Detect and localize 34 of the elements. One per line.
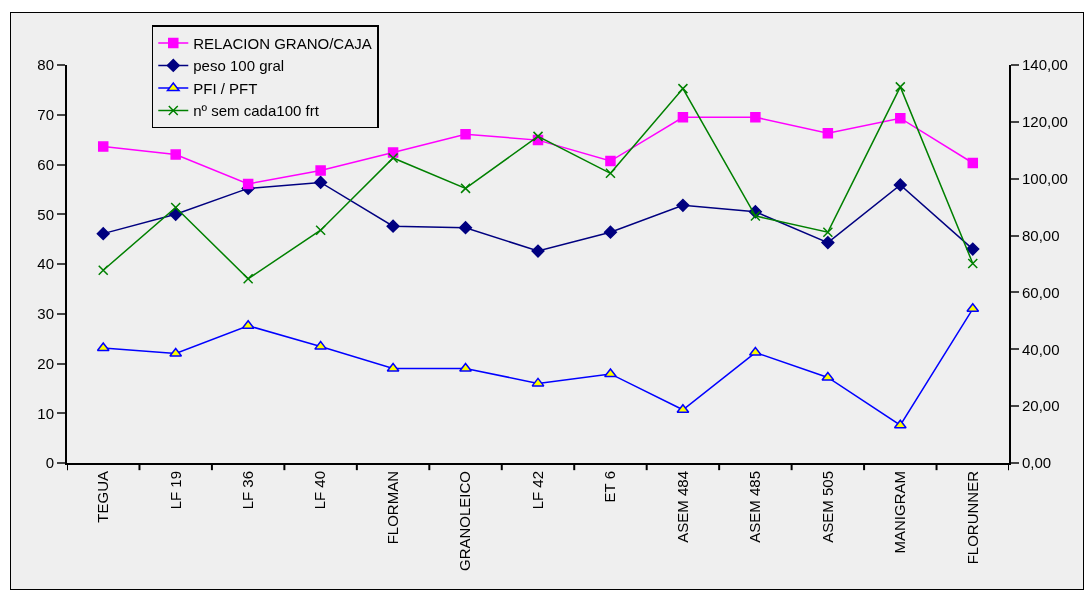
x-tick-label: ET 6 — [601, 471, 619, 503]
x-tick-label: ASEM 485 — [746, 471, 764, 543]
y-tick-label: 20 — [37, 354, 54, 372]
y2-tick-label: 60,00 — [1022, 283, 1060, 301]
y-tick-label: 50 — [37, 205, 54, 223]
legend-label: peso 100 gral — [193, 57, 285, 75]
y-tick-label: 0 — [45, 454, 54, 472]
y-tick-label: 40 — [37, 255, 54, 273]
y2-tick-label: 140,00 — [1022, 56, 1068, 74]
y2-tick-label: 0,00 — [1022, 454, 1052, 472]
x-tick-label: LF 19 — [166, 471, 184, 510]
x-tick-label: LF 36 — [239, 471, 257, 510]
y2-tick-label: 100,00 — [1022, 169, 1068, 187]
x-tick-label: TEGUA — [94, 471, 112, 523]
y-tick-label: 30 — [37, 305, 54, 322]
legend-label: nº sem cada100 frt — [193, 102, 320, 120]
y-tick-label: 60 — [37, 155, 54, 173]
legend-label: PFI / PFT — [193, 79, 258, 97]
y-tick-label: 10 — [37, 404, 54, 422]
x-tick-label: MANIGRAM — [891, 471, 909, 554]
legend-label: RELACION GRANO/CAJA — [193, 34, 372, 52]
y2-tick-label: 120,00 — [1022, 113, 1068, 131]
x-tick-label: ASEM 484 — [673, 471, 691, 543]
x-tick-label: LF 40 — [311, 471, 329, 510]
y2-tick-label: 20,00 — [1022, 397, 1060, 415]
x-tick-label: FLORUNNER — [963, 470, 981, 565]
x-tick-label: GRANOLEICO — [456, 471, 474, 572]
y-tick-label: 70 — [37, 106, 54, 123]
y-tick-label: 80 — [37, 56, 54, 74]
x-tick-label: LF 42 — [528, 471, 546, 510]
x-tick-label: FLORMAN — [383, 471, 401, 545]
x-tick-label: ASEM 505 — [818, 471, 836, 543]
y2-tick-label: 80,00 — [1022, 226, 1060, 244]
y2-tick-label: 40,00 — [1022, 340, 1060, 358]
